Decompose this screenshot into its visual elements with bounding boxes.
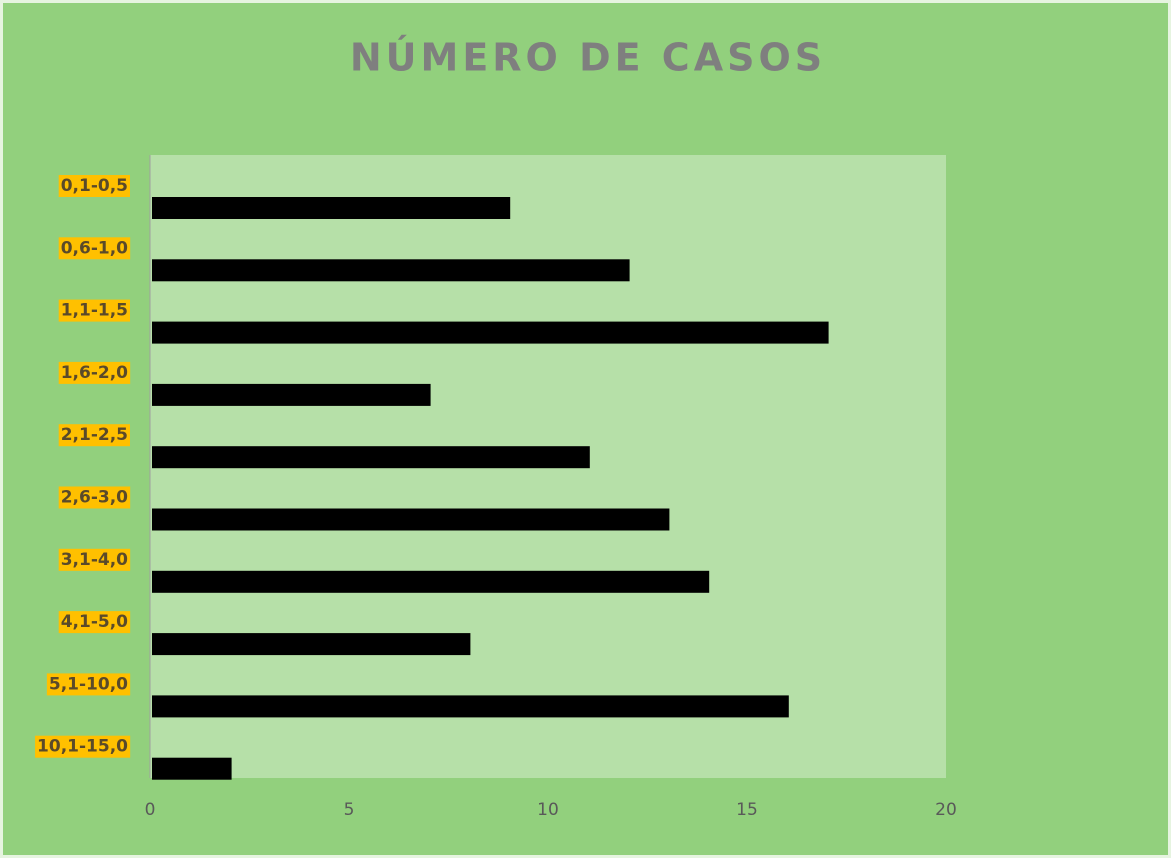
label-background: [58, 175, 130, 197]
x-tick-label: 0: [145, 800, 156, 820]
x-tick-label: 5: [344, 800, 355, 820]
bar: [152, 259, 630, 282]
label-background: [46, 673, 131, 696]
y-tick-label: 0,1-0,5: [61, 176, 128, 196]
bar: [152, 321, 829, 344]
x-tick-label: 10: [537, 800, 559, 820]
y-tick-label: 1,6-2,0: [61, 363, 128, 383]
bar: [152, 757, 232, 780]
chart-title: NÚMERO DE CASOS: [350, 36, 826, 80]
bar: [152, 508, 670, 531]
bar: [152, 570, 710, 593]
x-tick-label: 15: [736, 800, 758, 820]
y-tick-label: 4,1-5,0: [61, 612, 128, 632]
y-tick-label: 0,6-1,0: [61, 238, 128, 258]
bar: [152, 197, 511, 219]
label-background: [58, 611, 131, 634]
y-tick-label: 10,1-15,0: [37, 737, 128, 757]
y-tick-label: 2,6-3,0: [61, 488, 128, 508]
y-tick-label: 3,1-4,0: [61, 550, 128, 570]
label-background: [58, 299, 130, 322]
label-background: [58, 424, 130, 447]
bar: [152, 633, 471, 656]
bar: [152, 383, 431, 406]
x-tick-label: 20: [935, 800, 957, 820]
label-background: [35, 735, 131, 758]
y-tick-label: 1,1-1,5: [61, 301, 128, 321]
bar: [152, 446, 590, 469]
label-background: [58, 361, 131, 384]
y-tick-label: 2,1-2,5: [61, 425, 128, 445]
bar: [152, 695, 789, 718]
label-background: [58, 237, 131, 260]
y-tick-label: 5,1-10,0: [49, 674, 128, 694]
label-background: [58, 486, 131, 509]
label-background: [58, 548, 131, 571]
